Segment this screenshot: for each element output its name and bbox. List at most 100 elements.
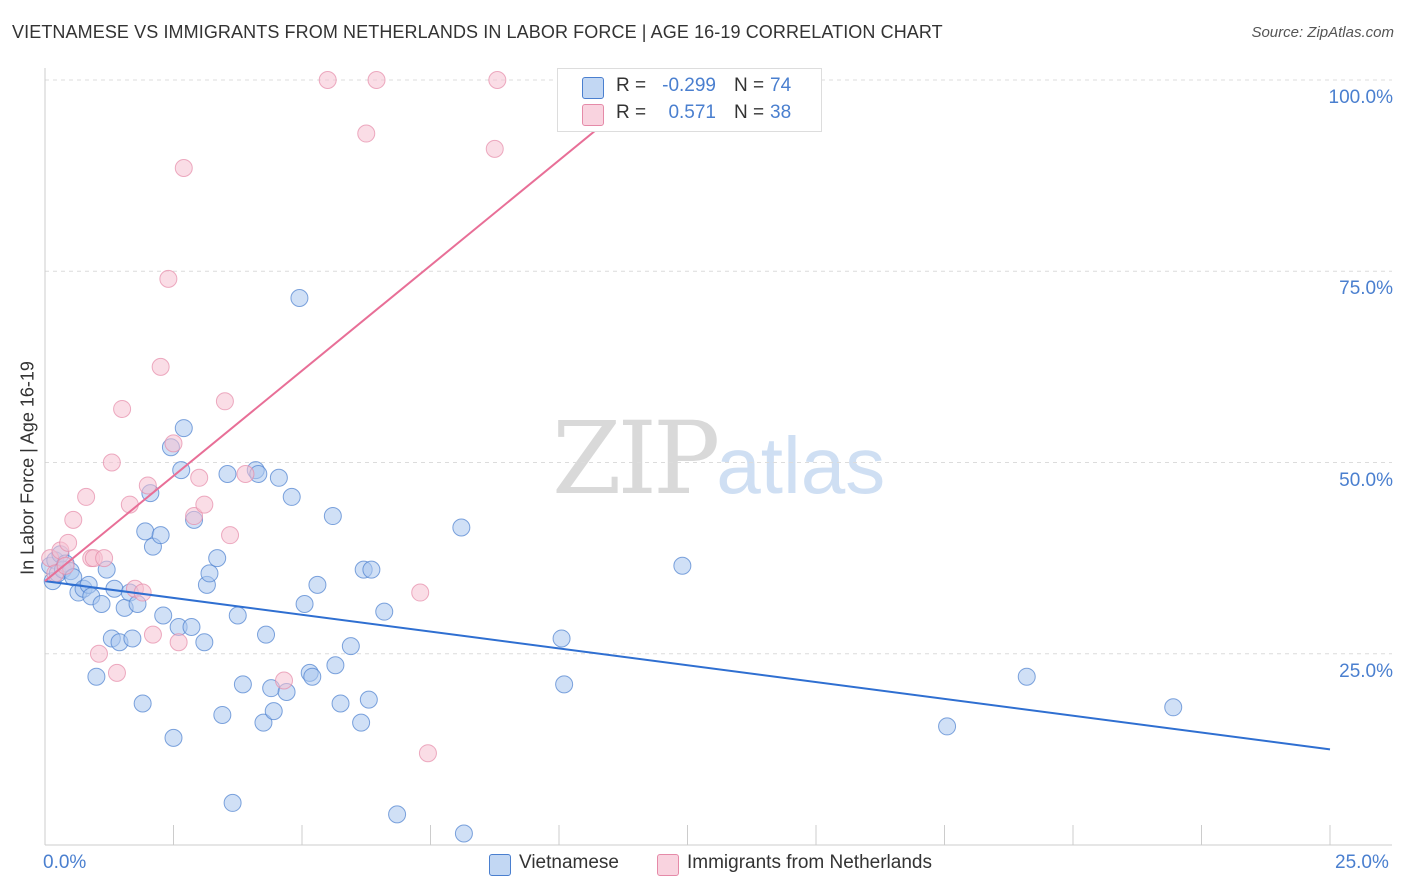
vietnamese-point [136, 522, 155, 541]
netherlands-point [59, 533, 78, 552]
netherlands-point [174, 158, 193, 177]
netherlands-point [318, 71, 337, 89]
n-label: N = [734, 75, 765, 96]
vietnamese-point [673, 556, 692, 575]
netherlands-point [190, 468, 209, 487]
vietnamese-point [264, 702, 283, 721]
vietnamese-point [223, 793, 242, 812]
netherlands-point [275, 671, 294, 690]
vietnamese-point [1164, 698, 1183, 717]
netherlands-point [95, 549, 114, 568]
y-tick-label: 100.0% [1328, 87, 1393, 108]
netherlands-point [151, 357, 170, 376]
vietnamese-point [326, 656, 345, 675]
vietnamese-point [282, 487, 301, 506]
stats-row-netherlands: R = 0.571 N = 38 [558, 101, 821, 127]
vietnamese-point [233, 675, 252, 694]
vietnamese-point [308, 575, 327, 594]
netherlands-trend-line [44, 75, 663, 582]
vietnamese-point [362, 560, 381, 579]
vietnamese-point [151, 526, 170, 545]
vietnamese-point [303, 667, 322, 686]
netherlands-point [113, 399, 132, 418]
netherlands-point [357, 124, 376, 143]
netherlands-point [138, 476, 157, 495]
n-label: N = [734, 102, 765, 123]
netherlands-point [164, 434, 183, 453]
vietnamese-point [164, 728, 183, 747]
netherlands-point [185, 507, 204, 526]
netherlands-point [418, 744, 437, 763]
netherlands-point [77, 487, 96, 506]
vietnamese-point [133, 694, 152, 713]
vietnamese-point [331, 694, 350, 713]
netherlands-point [89, 644, 108, 663]
vietnamese-point [87, 667, 106, 686]
stats-row-vietnamese: R = -0.299 N = 74 [558, 74, 821, 100]
netherlands-point [159, 269, 178, 288]
correlation-stats-box: R = -0.299 N = 74 R = 0.571 N = 38 [557, 68, 822, 132]
y-tick-label: 75.0% [1339, 278, 1393, 300]
netherlands-point [169, 633, 188, 652]
vietnamese-point [92, 595, 111, 614]
vietnamese-point [200, 564, 219, 583]
vietnamese-point [454, 824, 473, 843]
legend-label: Immigrants from Netherlands [687, 852, 932, 873]
vietnamese-trend-line [44, 580, 1331, 751]
vietnamese-point [341, 637, 360, 656]
chart-title: VIETNAMESE VS IMMIGRANTS FROM NETHERLAND… [12, 22, 943, 42]
vietnamese-point [174, 419, 193, 438]
vietnamese-point [195, 633, 214, 652]
netherlands-point [485, 139, 504, 158]
vietnamese-point [254, 713, 273, 732]
r-value: 0.571 [668, 102, 716, 123]
legend: Vietnamese Immigrants from Netherlands [0, 852, 1406, 878]
y-tick-label: 50.0% [1339, 469, 1393, 491]
r-value: -0.299 [662, 75, 716, 96]
vietnamese-point [352, 713, 371, 732]
vietnamese-swatch [582, 77, 604, 99]
netherlands-point [411, 583, 430, 602]
netherlands-point [102, 453, 121, 472]
vietnamese-point [257, 625, 276, 644]
vietnamese-point [295, 595, 314, 614]
vietnamese-point [208, 549, 227, 568]
netherlands-swatch [657, 854, 679, 876]
vietnamese-point [1017, 667, 1036, 686]
x-tick-label: 0.0% [43, 852, 87, 873]
vietnamese-point [555, 675, 574, 694]
netherlands-point [107, 663, 126, 682]
vietnamese-point [552, 629, 571, 648]
chart-source: Source: ZipAtlas.com [1251, 24, 1394, 41]
netherlands-point [64, 510, 83, 529]
vietnamese-point [938, 717, 957, 736]
netherlands-swatch [582, 104, 604, 126]
vietnamese-point [123, 629, 142, 648]
vietnamese-point [269, 468, 288, 487]
y-axis-label: In Labor Force | Age 16-19 [17, 361, 38, 575]
vietnamese-point [359, 690, 378, 709]
r-label: R = [616, 75, 647, 96]
vietnamese-point [290, 289, 309, 308]
netherlands-point [143, 625, 162, 644]
vietnamese-point [388, 805, 407, 824]
y-tick-label: 25.0% [1339, 660, 1393, 682]
vietnamese-point [228, 606, 247, 625]
vietnamese-point [182, 617, 201, 636]
netherlands-point [488, 71, 507, 89]
netherlands-point [215, 392, 234, 411]
vietnamese-point [213, 705, 232, 724]
vietnamese-point [375, 602, 394, 621]
n-value: 74 [770, 75, 792, 96]
netherlands-point [236, 464, 255, 483]
netherlands-point [195, 495, 214, 514]
netherlands-point [221, 526, 240, 545]
x-tick-label: 25.0% [1335, 852, 1389, 873]
r-label: R = [616, 102, 647, 123]
vietnamese-point [154, 606, 173, 625]
vietnamese-point [323, 507, 342, 526]
n-value: 38 [770, 102, 792, 123]
netherlands-point [367, 71, 386, 89]
vietnamese-swatch [489, 854, 511, 876]
